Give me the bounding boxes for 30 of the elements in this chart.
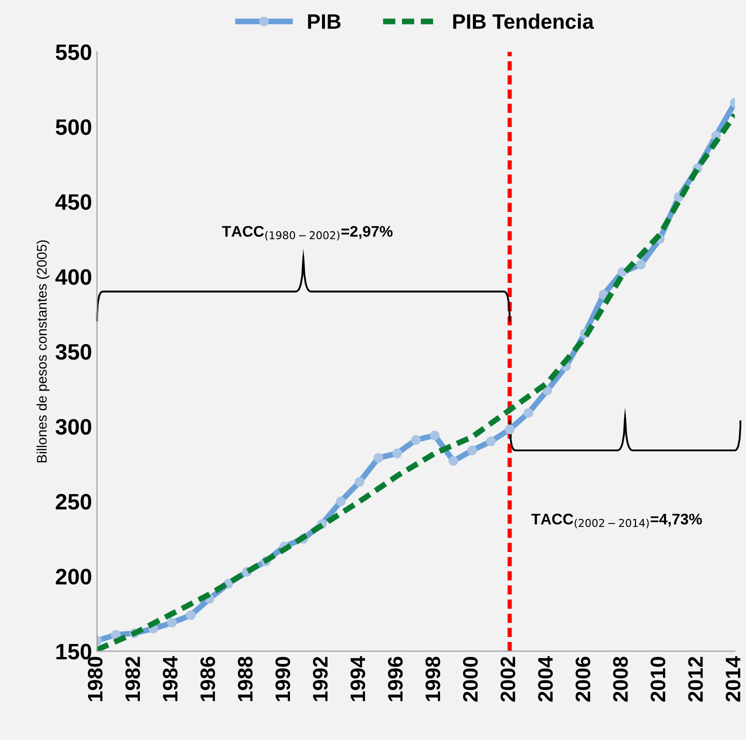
- x-tick-label: 1986: [200, 656, 216, 702]
- x-tick-label: 1990: [275, 656, 290, 702]
- legend-label: PIB: [308, 14, 340, 29]
- y-tick-label: 200: [56, 568, 92, 585]
- x-tick-label: 1998: [425, 656, 440, 702]
- x-tick-label: 2002: [500, 656, 516, 702]
- x-tick-label: 2010: [650, 656, 666, 702]
- annotation: TACC$_{(1980−2002)}$=2,97%: [222, 226, 393, 241]
- y-tick-label: 500: [56, 119, 92, 135]
- y-tick-label: 450: [55, 194, 92, 210]
- x-tick-label: 2006: [576, 656, 590, 702]
- y-axis-title: Billones de pesos constantes (2005): [36, 240, 50, 462]
- x-tick-label: 1988: [238, 656, 253, 702]
- x-tick-label: 2000: [463, 656, 478, 702]
- x-tick-label: 2012: [688, 656, 703, 702]
- y-tick-label: 300: [56, 418, 92, 435]
- x-tick-label: 1996: [388, 656, 403, 702]
- y-tick-label: 550: [56, 44, 92, 60]
- x-tick-label: 1982: [125, 656, 140, 702]
- legend-label: PIB Tendencia: [453, 14, 594, 29]
- y-tick-label: 400: [55, 269, 92, 285]
- x-tick-label: 2014: [726, 656, 740, 702]
- x-tick-label: 2004: [538, 656, 553, 702]
- x-tick-label: 2008: [613, 656, 628, 702]
- x-tick-label: 1994: [350, 656, 366, 702]
- annotation: TACC$_{(2002−2014)}$=4,73%: [531, 514, 702, 528]
- x-tick-label: 1992: [312, 656, 328, 702]
- y-tick-label: 250: [56, 494, 92, 510]
- x-tick-label: 1984: [162, 656, 178, 702]
- y-tick-label: 350: [56, 344, 92, 360]
